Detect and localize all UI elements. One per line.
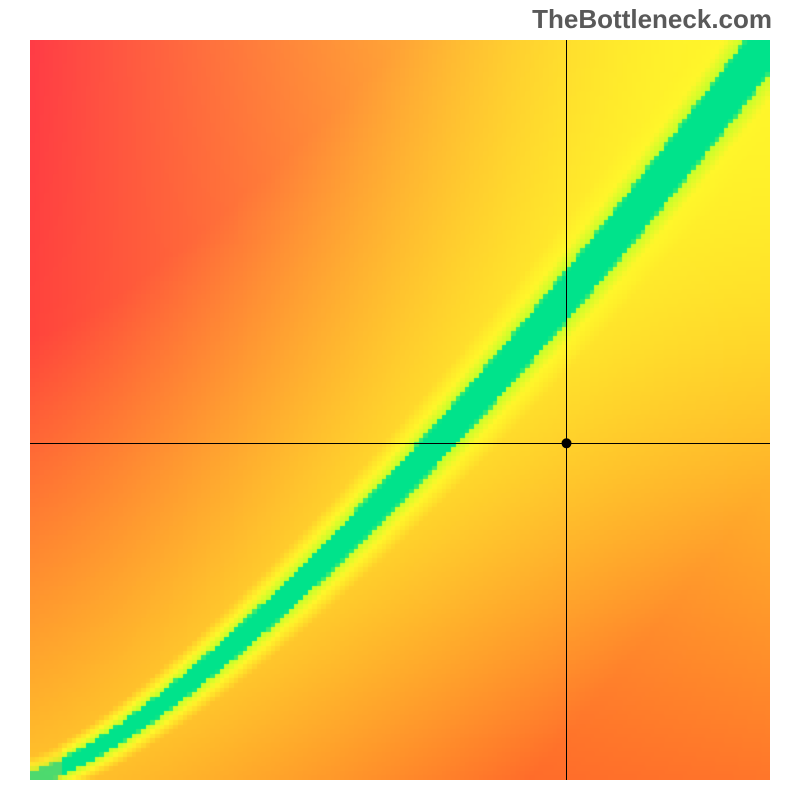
crosshair-marker-dot bbox=[0, 0, 800, 800]
watermark-text: TheBottleneck.com bbox=[532, 4, 772, 35]
